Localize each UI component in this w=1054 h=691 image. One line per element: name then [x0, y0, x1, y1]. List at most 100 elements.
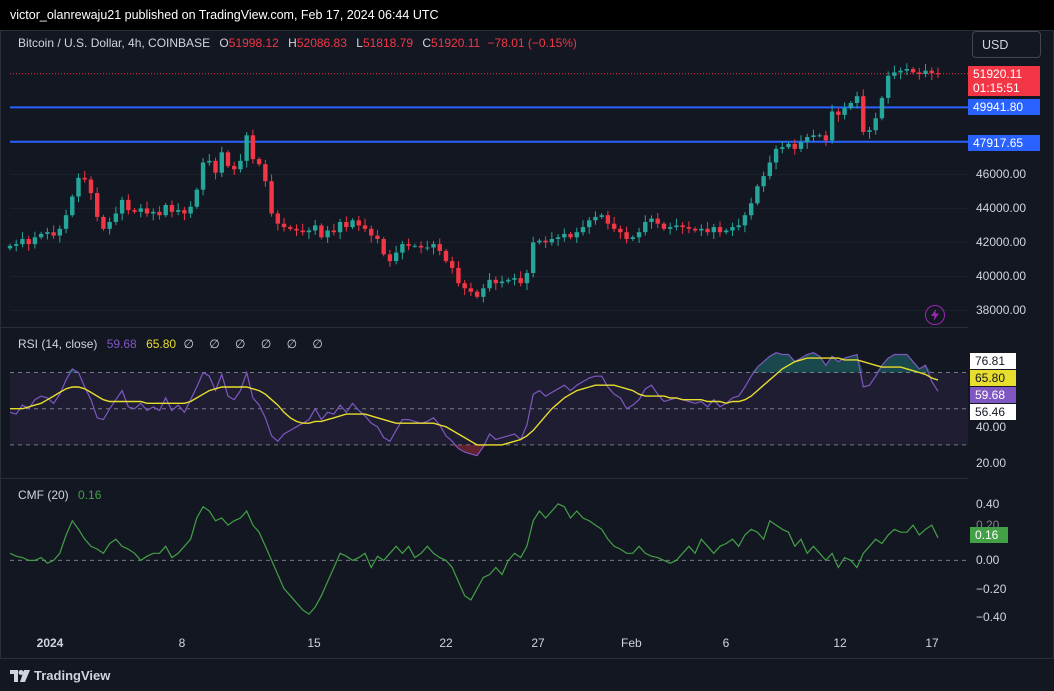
candle — [344, 216, 349, 232]
candle — [393, 245, 399, 265]
candle-body — [38, 233, 44, 238]
pane-separator-cmf[interactable] — [0, 478, 968, 479]
candle-body — [213, 160, 218, 173]
candle — [119, 196, 125, 221]
candle-body — [225, 152, 231, 166]
candle-body — [929, 70, 934, 74]
candle-body — [568, 233, 573, 238]
candle-body — [537, 240, 542, 243]
candle — [736, 218, 741, 231]
candle — [636, 227, 642, 243]
candle — [481, 283, 486, 303]
low-label: L — [356, 36, 363, 50]
candle — [350, 218, 355, 230]
pane-separator-rsi[interactable] — [0, 327, 968, 328]
candle — [811, 129, 816, 142]
candle-body — [76, 177, 81, 197]
candle-body — [512, 278, 517, 280]
candle — [456, 261, 461, 287]
candle — [587, 217, 592, 234]
candle — [425, 240, 430, 251]
candle-body — [269, 181, 274, 214]
candle — [730, 222, 735, 237]
candle — [605, 210, 611, 230]
candle-body — [101, 216, 106, 229]
candle-body — [493, 279, 498, 284]
chart-frame[interactable] — [0, 30, 1054, 691]
candle — [680, 222, 685, 234]
candle-body — [7, 245, 13, 249]
rsi-tick-label: 40.00 — [976, 419, 1007, 434]
cmf-tick-label: −0.40 — [976, 609, 1007, 624]
high-label: H — [288, 36, 297, 50]
candle-body — [57, 228, 63, 236]
candle — [32, 231, 38, 249]
candle — [76, 173, 81, 203]
candle — [138, 203, 143, 218]
candle-body — [817, 135, 822, 137]
candle — [70, 194, 75, 218]
candle — [14, 239, 19, 252]
candle-body — [780, 147, 785, 149]
rsi-upper-tag: 76.81 — [970, 353, 1016, 369]
candle-body — [711, 227, 716, 233]
candle-body — [63, 215, 69, 229]
candle-body — [51, 232, 56, 236]
cmf-title[interactable]: CMF (20) — [18, 488, 69, 502]
candle — [742, 211, 748, 233]
lightning-icon[interactable] — [925, 305, 945, 325]
candle — [325, 226, 330, 243]
candle — [381, 236, 386, 257]
candle-body — [674, 225, 679, 228]
cmf-line — [9, 503, 939, 615]
candle — [306, 227, 312, 239]
candle-body — [169, 205, 175, 212]
candle-body — [649, 218, 654, 222]
candle-body — [823, 135, 829, 141]
rsi-oversold-fill — [10, 444, 938, 456]
candle — [194, 187, 200, 209]
candle — [225, 150, 231, 168]
candle — [151, 208, 156, 221]
candle — [836, 108, 841, 122]
tradingview-logo[interactable]: TradingView — [10, 668, 110, 683]
candle — [935, 67, 941, 79]
candle — [375, 229, 380, 244]
candle-body — [562, 233, 567, 238]
currency-button[interactable]: USD — [972, 31, 1041, 58]
candle — [294, 224, 299, 237]
candle — [848, 100, 854, 111]
rsi-ma-tag: 65.80 — [970, 370, 1016, 386]
candle-body — [867, 130, 872, 132]
candle — [275, 210, 281, 231]
time-tick-label: 12 — [833, 636, 847, 650]
candle-body — [163, 205, 168, 216]
candle — [188, 201, 193, 218]
candle-body — [232, 165, 237, 170]
rsi-tick-label: 20.00 — [976, 455, 1007, 470]
candle — [94, 187, 100, 222]
cmf-legend: CMF (20) 0.16 — [18, 488, 101, 502]
candle-body — [238, 160, 243, 170]
time-tick-label: 6 — [722, 636, 730, 650]
publish-header — [0, 0, 1054, 30]
candle-body — [854, 96, 860, 103]
candle — [755, 184, 760, 206]
candle-body — [611, 223, 617, 229]
candle-body — [119, 199, 125, 214]
candle-body — [393, 252, 399, 262]
candle-body — [487, 279, 492, 289]
candle — [256, 157, 262, 167]
rsi-line — [9, 352, 939, 457]
rsi-title[interactable]: RSI (14, close) — [18, 337, 98, 351]
candle — [487, 273, 492, 292]
candle — [82, 171, 87, 183]
candle-body — [300, 230, 305, 233]
symbol-title[interactable]: Bitcoin / U.S. Dollar, 4h, COINBASE — [18, 36, 211, 50]
open-label: O — [219, 36, 229, 50]
candle — [537, 238, 542, 245]
current-price-value: 51920.11 — [973, 67, 1023, 81]
candle-body — [263, 164, 268, 182]
cmf-value-tag: 0.16 — [970, 527, 1008, 543]
